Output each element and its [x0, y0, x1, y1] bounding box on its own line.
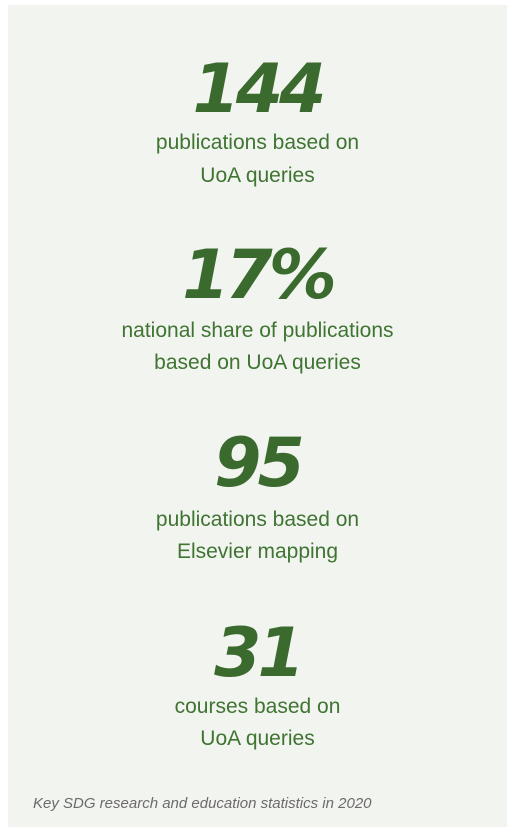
stat-value: 17%	[182, 236, 337, 315]
stat-description: publications based on	[155, 508, 360, 531]
stat-value: 31	[214, 614, 305, 693]
stat-description: UoA queries	[200, 727, 315, 750]
stat-value: 144	[192, 50, 327, 129]
stat-description: courses based on	[174, 695, 341, 718]
stat-description: national share of publications	[121, 319, 394, 342]
caption: Key SDG research and education statistic…	[33, 795, 372, 812]
stat-description: Elsevier mapping	[176, 540, 339, 563]
panel	[8, 5, 507, 827]
stat-value: 95	[214, 424, 305, 503]
stat-description: publications based on	[155, 131, 360, 154]
stat-description: based on UoA queries	[154, 351, 361, 374]
stat-description: UoA queries	[200, 164, 315, 187]
